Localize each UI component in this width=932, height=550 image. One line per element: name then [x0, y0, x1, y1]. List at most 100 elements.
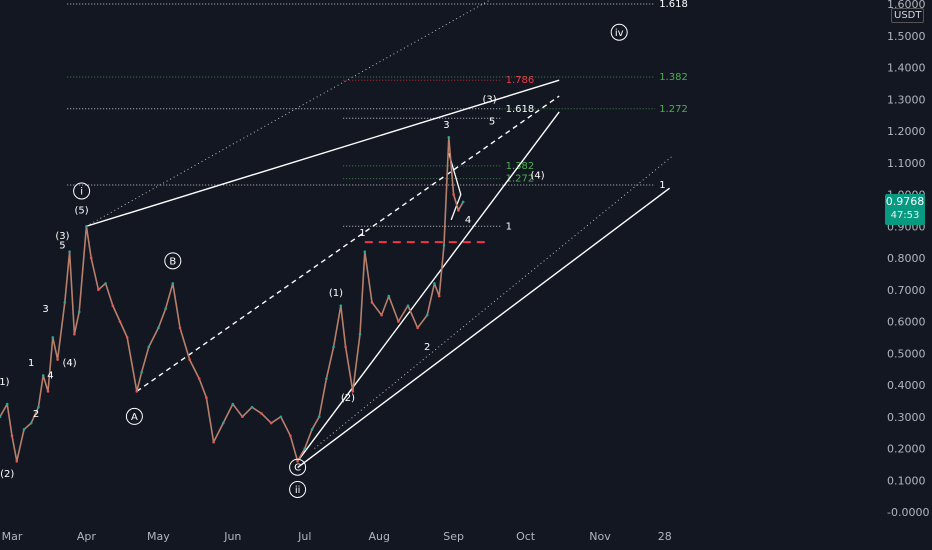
- price-point: [380, 313, 383, 317]
- y-tick-label: 0.7000: [887, 284, 926, 297]
- price-point: [125, 336, 129, 339]
- price-point: [457, 209, 460, 212]
- price-point: [5, 402, 9, 406]
- wave-label: 3: [42, 304, 48, 315]
- currency-badge[interactable]: USDT: [891, 8, 925, 23]
- wave-label-circle: [164, 252, 182, 270]
- price-point: [104, 282, 107, 285]
- price-point: [157, 326, 160, 330]
- trend-line: [314, 156, 673, 449]
- y-tick-label: 0.6000: [887, 316, 926, 329]
- fib-level-label: 1: [506, 221, 512, 232]
- wave-label: 4: [465, 215, 471, 226]
- price-point: [370, 301, 374, 304]
- price-point: [212, 440, 215, 444]
- price-point: [447, 136, 451, 139]
- wave-label-circle: [289, 458, 307, 476]
- price-point: [51, 336, 55, 339]
- wave-label: (2): [0, 469, 14, 480]
- wave-label: (1): [329, 288, 343, 299]
- fib-level-label: 1.618: [659, 0, 688, 10]
- x-tick-label: Mar: [2, 530, 23, 543]
- fib-level-label: 1: [659, 180, 665, 191]
- triangle-pattern: [448, 153, 462, 221]
- price-point: [171, 282, 175, 285]
- x-tick-label: Jul: [297, 530, 311, 543]
- price-point: [29, 421, 33, 425]
- y-tick-label: 0.8000: [887, 252, 926, 265]
- price-point: [10, 434, 14, 438]
- wave-label: i: [80, 187, 83, 198]
- price-point: [332, 345, 335, 349]
- price-point: [296, 459, 299, 463]
- x-tick-label: Aug: [368, 530, 389, 543]
- last-price-value: 0.9768: [885, 195, 925, 208]
- y-tick-label: 0.2000: [887, 443, 926, 456]
- x-tick-label: 28: [658, 530, 672, 543]
- y-tick-label: 0.5000: [887, 347, 926, 360]
- price-point: [0, 415, 2, 419]
- price-point: [325, 377, 328, 380]
- price-point: [461, 200, 465, 204]
- wave-label: (3): [55, 231, 69, 242]
- price-point: [317, 415, 321, 419]
- wave-label: 3: [443, 120, 449, 131]
- price-point: [63, 301, 67, 304]
- price-point: [344, 345, 347, 349]
- wave-label: 5: [489, 117, 495, 128]
- wave-label: (1): [0, 377, 10, 388]
- y-tick-label: -0.0000: [887, 506, 929, 519]
- price-point: [358, 332, 362, 336]
- y-tick-label: 1.6000: [887, 0, 926, 11]
- trend-line: [86, 79, 560, 227]
- wave-label: A: [131, 412, 138, 423]
- price-point: [397, 320, 400, 323]
- price-point: [140, 371, 143, 374]
- price-line: [0, 136, 464, 463]
- price-point: [425, 313, 429, 317]
- bar-countdown: 47:53: [890, 210, 920, 221]
- price-point: [241, 415, 244, 419]
- price-point: [442, 244, 446, 247]
- y-tick-label: 0.1000: [887, 474, 926, 487]
- x-tick-label: Oct: [516, 530, 536, 543]
- wave-label: (4): [531, 171, 545, 182]
- trend-line: [297, 111, 560, 462]
- price-point: [205, 396, 208, 400]
- price-point: [111, 304, 115, 307]
- price-point: [221, 421, 225, 425]
- wave-label: (2): [341, 393, 355, 404]
- trend-lines: [86, 0, 673, 469]
- y-tick-label: 0.4000: [887, 379, 926, 392]
- wave-label: ii: [295, 485, 301, 496]
- price-point: [260, 412, 263, 415]
- price-point: [387, 294, 391, 298]
- price-series: [0, 136, 465, 463]
- price-point: [56, 358, 59, 361]
- price-point: [178, 326, 182, 330]
- price-point: [416, 326, 419, 330]
- trend-line: [86, 0, 492, 227]
- trend-line: [297, 187, 671, 469]
- wave-label: iv: [615, 28, 624, 39]
- wave-label: 4: [47, 371, 53, 382]
- price-point: [135, 390, 139, 393]
- last-price-badge: 0.9768 47:53: [885, 194, 925, 225]
- fib-level-label: 1.272: [659, 104, 688, 115]
- price-point: [437, 294, 441, 298]
- price-point: [164, 307, 167, 311]
- trend-line: [136, 95, 560, 392]
- price-point: [37, 405, 40, 409]
- price-point: [77, 310, 81, 314]
- wave-label-circle: [125, 407, 143, 425]
- price-point: [363, 250, 367, 253]
- price-point: [147, 345, 151, 349]
- price-point: [197, 377, 201, 380]
- x-tick-label: Jun: [223, 530, 241, 543]
- price-point: [22, 428, 26, 431]
- fib-level-label: 1.382: [659, 72, 688, 83]
- price-point: [73, 332, 76, 336]
